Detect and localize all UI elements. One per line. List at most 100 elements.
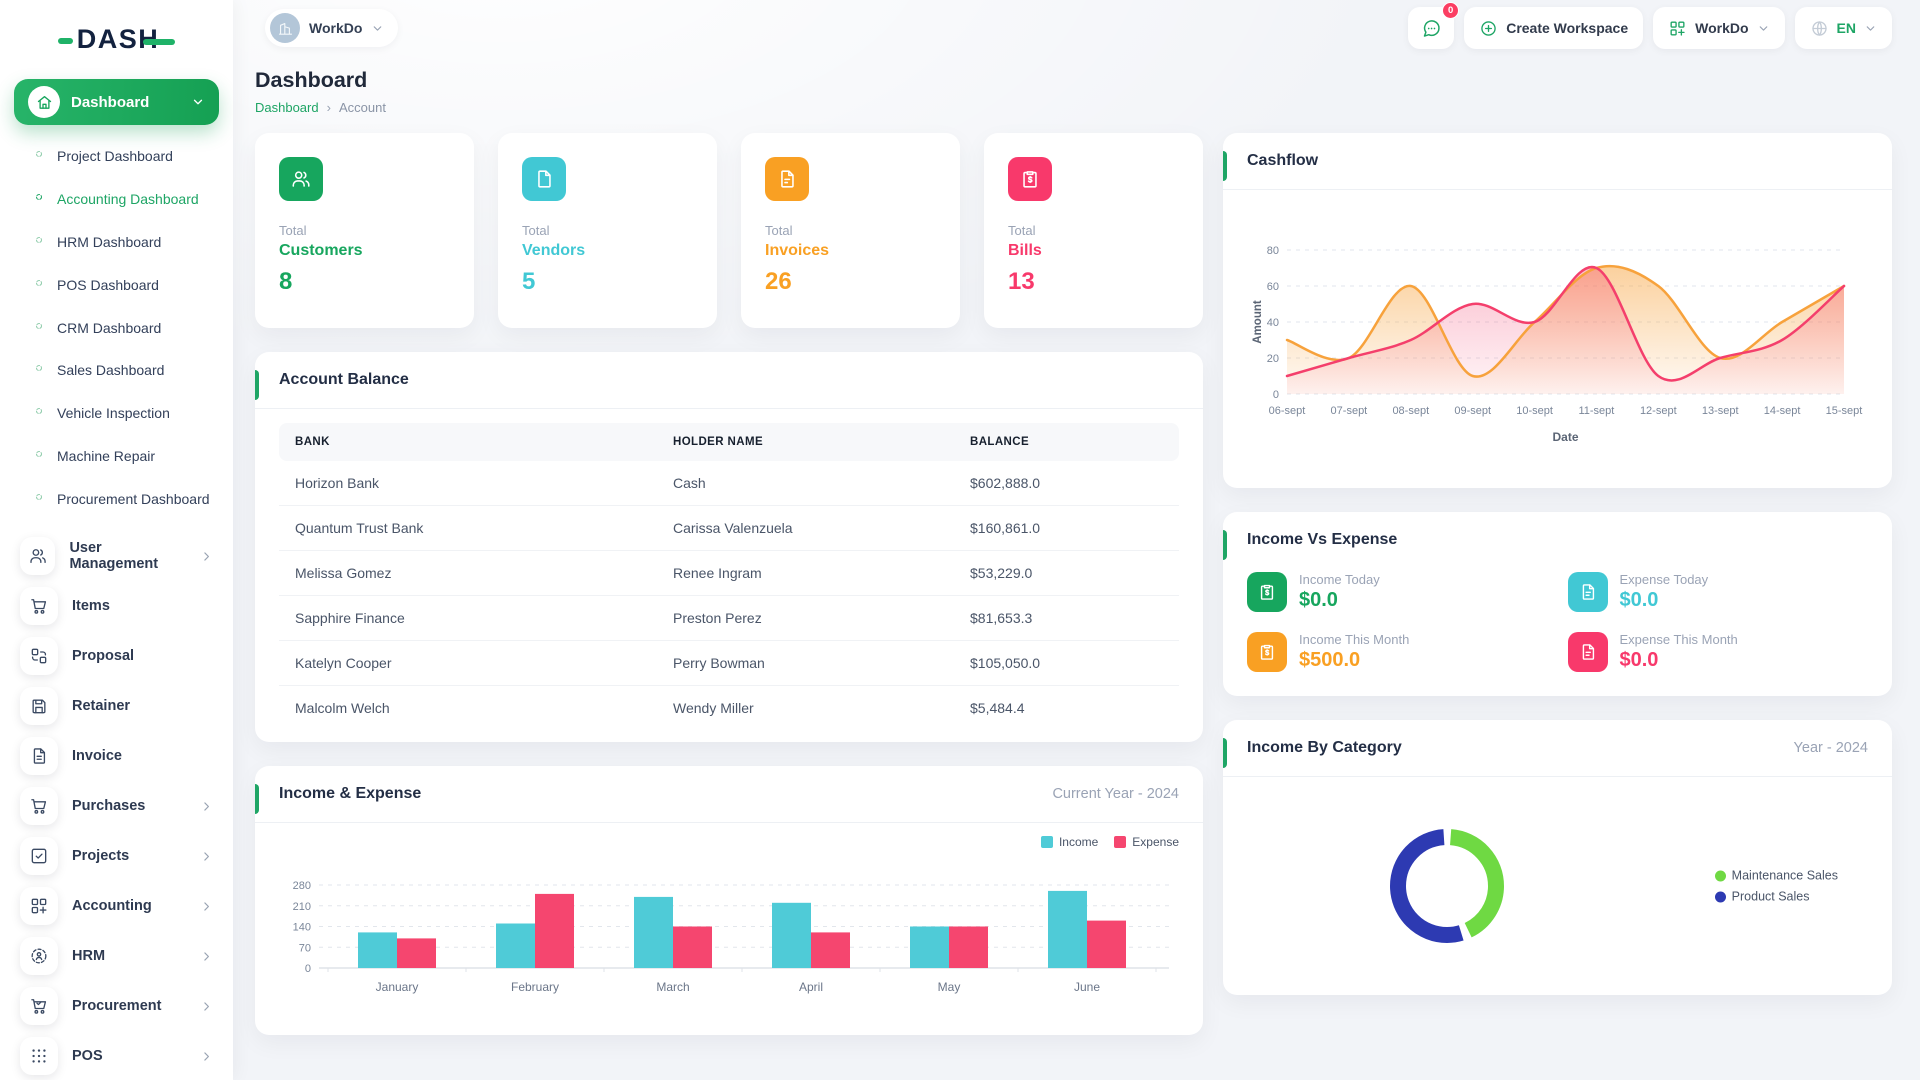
cart-icon — [31, 799, 47, 814]
sidebar-subitem-vehicle-inspection[interactable]: Vehicle Inspection — [12, 392, 221, 435]
legend-item-product-sales: Product Sales — [1714, 890, 1838, 904]
chevron-right-icon — [204, 951, 209, 961]
sidebar-item-proposal[interactable]: Proposal — [12, 631, 221, 681]
stat-name: Vendors — [522, 242, 586, 259]
sidebar-item-accounting[interactable]: Accounting — [12, 881, 221, 931]
messages-button[interactable]: 0 — [1408, 2, 1460, 49]
sidebar-subitem-procurement-dashboard[interactable]: Procurement Dashboard — [12, 478, 221, 521]
table-cell: $602,888.0 — [954, 461, 1179, 506]
sidebar-item-label: User Management — [69, 540, 159, 573]
income-vs-expense-grid: Income Today $0.0 Expense Today $0.0 Inc… — [1223, 568, 1892, 696]
sidebar-item-label: Accounting — [72, 898, 152, 915]
stat-card-bills[interactable]: Total Bills 13 — [984, 133, 1203, 328]
sidebar-subitem-accounting-dashboard[interactable]: Accounting Dashboard — [12, 178, 221, 221]
globe-icon-wrap — [1810, 19, 1829, 38]
workspace-switcher[interactable]: WorkDo — [265, 9, 399, 47]
ive-cell-expense-today: Expense Today $0.0 — [1567, 572, 1869, 612]
panel-accent-bar — [1223, 151, 1227, 181]
topbar-actions: 0 Create Workspace WorkDo EN — [1408, 2, 1892, 49]
panel-title: Income & Expense — [279, 785, 422, 802]
swap-icon — [31, 648, 47, 664]
table-row: Quantum Trust Bank Carissa Valenzuela $160… — [279, 505, 1179, 551]
sidebar-item-user-management[interactable]: User Management — [12, 531, 221, 581]
chevron-down-icon-wrap — [191, 95, 205, 109]
sidebar-item-dashboard[interactable]: Dashboard — [14, 79, 219, 125]
table-cell: $160,861.0 — [954, 505, 1179, 551]
sidebar-subitem-sales-dashboard[interactable]: Sales Dashboard — [12, 349, 221, 392]
legend-item-income: Income — [1040, 835, 1098, 849]
chat-icon — [1423, 19, 1440, 37]
sidebar-subitem-label: Accounting Dashboard — [57, 190, 199, 207]
breadcrumb-link-dashboard[interactable]: Dashboard — [255, 100, 319, 115]
table-cell: Horizon Bank — [279, 461, 657, 506]
sidebar-item-invoice[interactable]: Invoice — [12, 731, 221, 781]
app-menu-button[interactable]: WorkDo — [1653, 7, 1785, 49]
page-lines-icon — [1582, 644, 1594, 660]
stat-name: Customers — [279, 242, 363, 259]
clipboard-dollar-icon — [1023, 171, 1037, 188]
create-workspace-label: Create Workspace — [1506, 20, 1629, 36]
sidebar-subitem-label: Project Dashboard — [57, 148, 173, 164]
grid-plus-icon — [31, 898, 47, 914]
language-label: EN — [1836, 20, 1856, 36]
grid-plus-icon-wrap — [1668, 19, 1687, 38]
stat-card-customers[interactable]: Total Customers 8 — [255, 133, 474, 328]
create-workspace-button[interactable]: Create Workspace — [1464, 7, 1644, 49]
chevron-down-icon-wrap — [371, 22, 384, 35]
sidebar-item-pos[interactable]: POS — [12, 1031, 221, 1080]
svg-text:February: February — [511, 980, 559, 994]
ive-value: $0.0 — [1299, 589, 1338, 611]
brand-logo[interactable]: DASH — [12, 24, 221, 55]
table-row: Sapphire Finance Preston Perez $81,653.3 — [279, 595, 1179, 641]
breadcrumb-separator: › — [326, 100, 331, 115]
sidebar-subitem-project-dashboard[interactable]: Project Dashboard — [12, 135, 221, 178]
svg-text:20: 20 — [1267, 353, 1279, 365]
income-by-category-panel: Income By Category Year - 2024 Maintenan… — [1223, 720, 1892, 995]
home-icon-wrap — [28, 86, 60, 118]
stat-value: 26 — [765, 268, 792, 295]
legend-dot — [1714, 870, 1726, 881]
people-circle-icon — [31, 948, 47, 964]
stat-card-vendors[interactable]: Total Vendors 5 — [498, 133, 717, 328]
table-cell: Cash — [657, 461, 954, 506]
account-balance-table: BANK HOLDER NAME BALANCE Horizon Bank Cash $… — [279, 423, 1179, 730]
users-icon — [30, 549, 46, 564]
stat-prefix: Total — [522, 223, 550, 238]
sidebar-item-procurement[interactable]: Procurement — [12, 981, 221, 1031]
clipboard-dollar-icon — [1260, 644, 1274, 660]
clipboard-dollar-icon-wrap — [1247, 572, 1287, 612]
svg-text:09-sept: 09-sept — [1454, 405, 1491, 417]
sidebar-item-retainer[interactable]: Retainer — [12, 681, 221, 731]
file-invoice-icon — [781, 170, 794, 188]
content-columns: Total Customers 8 Total Vendors 5 Total … — [255, 133, 1892, 1035]
sidebar-item-purchases[interactable]: Purchases — [12, 781, 221, 831]
sidebar-main-menu: User Management Items Proposal Retainer Invo… — [12, 531, 221, 1080]
sidebar-subitem-crm-dashboard[interactable]: CRM Dashboard — [12, 307, 221, 350]
sidebar-subitem-pos-dashboard[interactable]: POS Dashboard — [12, 264, 221, 307]
chevron-down-icon — [374, 25, 382, 31]
table-cell: $81,653.3 — [954, 595, 1179, 641]
svg-text:40: 40 — [1267, 317, 1279, 329]
dot-circle-icon — [36, 408, 42, 415]
svg-text:70: 70 — [299, 942, 311, 954]
language-button[interactable]: EN — [1794, 7, 1892, 49]
logo-dash-icon — [143, 39, 176, 45]
sidebar-subitem-hrm-dashboard[interactable]: HRM Dashboard — [12, 221, 221, 264]
sidebar-item-label: Invoice — [72, 748, 122, 765]
dot-circle-icon — [36, 236, 42, 243]
svg-text:140: 140 — [293, 922, 311, 934]
sidebar-subitem-machine-repair[interactable]: Machine Repair — [12, 435, 221, 478]
svg-text:April: April — [799, 980, 823, 994]
building-icon — [278, 22, 292, 35]
sidebar-item-items[interactable]: Items — [12, 581, 221, 631]
bar-chart-legend: Income Expense — [255, 823, 1203, 851]
stat-card-invoices[interactable]: Total Invoices 26 — [741, 133, 960, 328]
panel-title: Income By Category — [1247, 739, 1402, 756]
users-icon — [292, 171, 310, 187]
sidebar-item-label: Retainer — [72, 698, 131, 715]
sidebar-item-projects[interactable]: Projects — [12, 831, 221, 881]
workspace-avatar — [270, 13, 300, 43]
income-vs-expense-panel: Income Vs Expense Income Today $0.0 Expe… — [1223, 512, 1892, 696]
sidebar-item-hrm[interactable]: HRM — [12, 931, 221, 981]
page-lines-icon — [1582, 584, 1594, 600]
